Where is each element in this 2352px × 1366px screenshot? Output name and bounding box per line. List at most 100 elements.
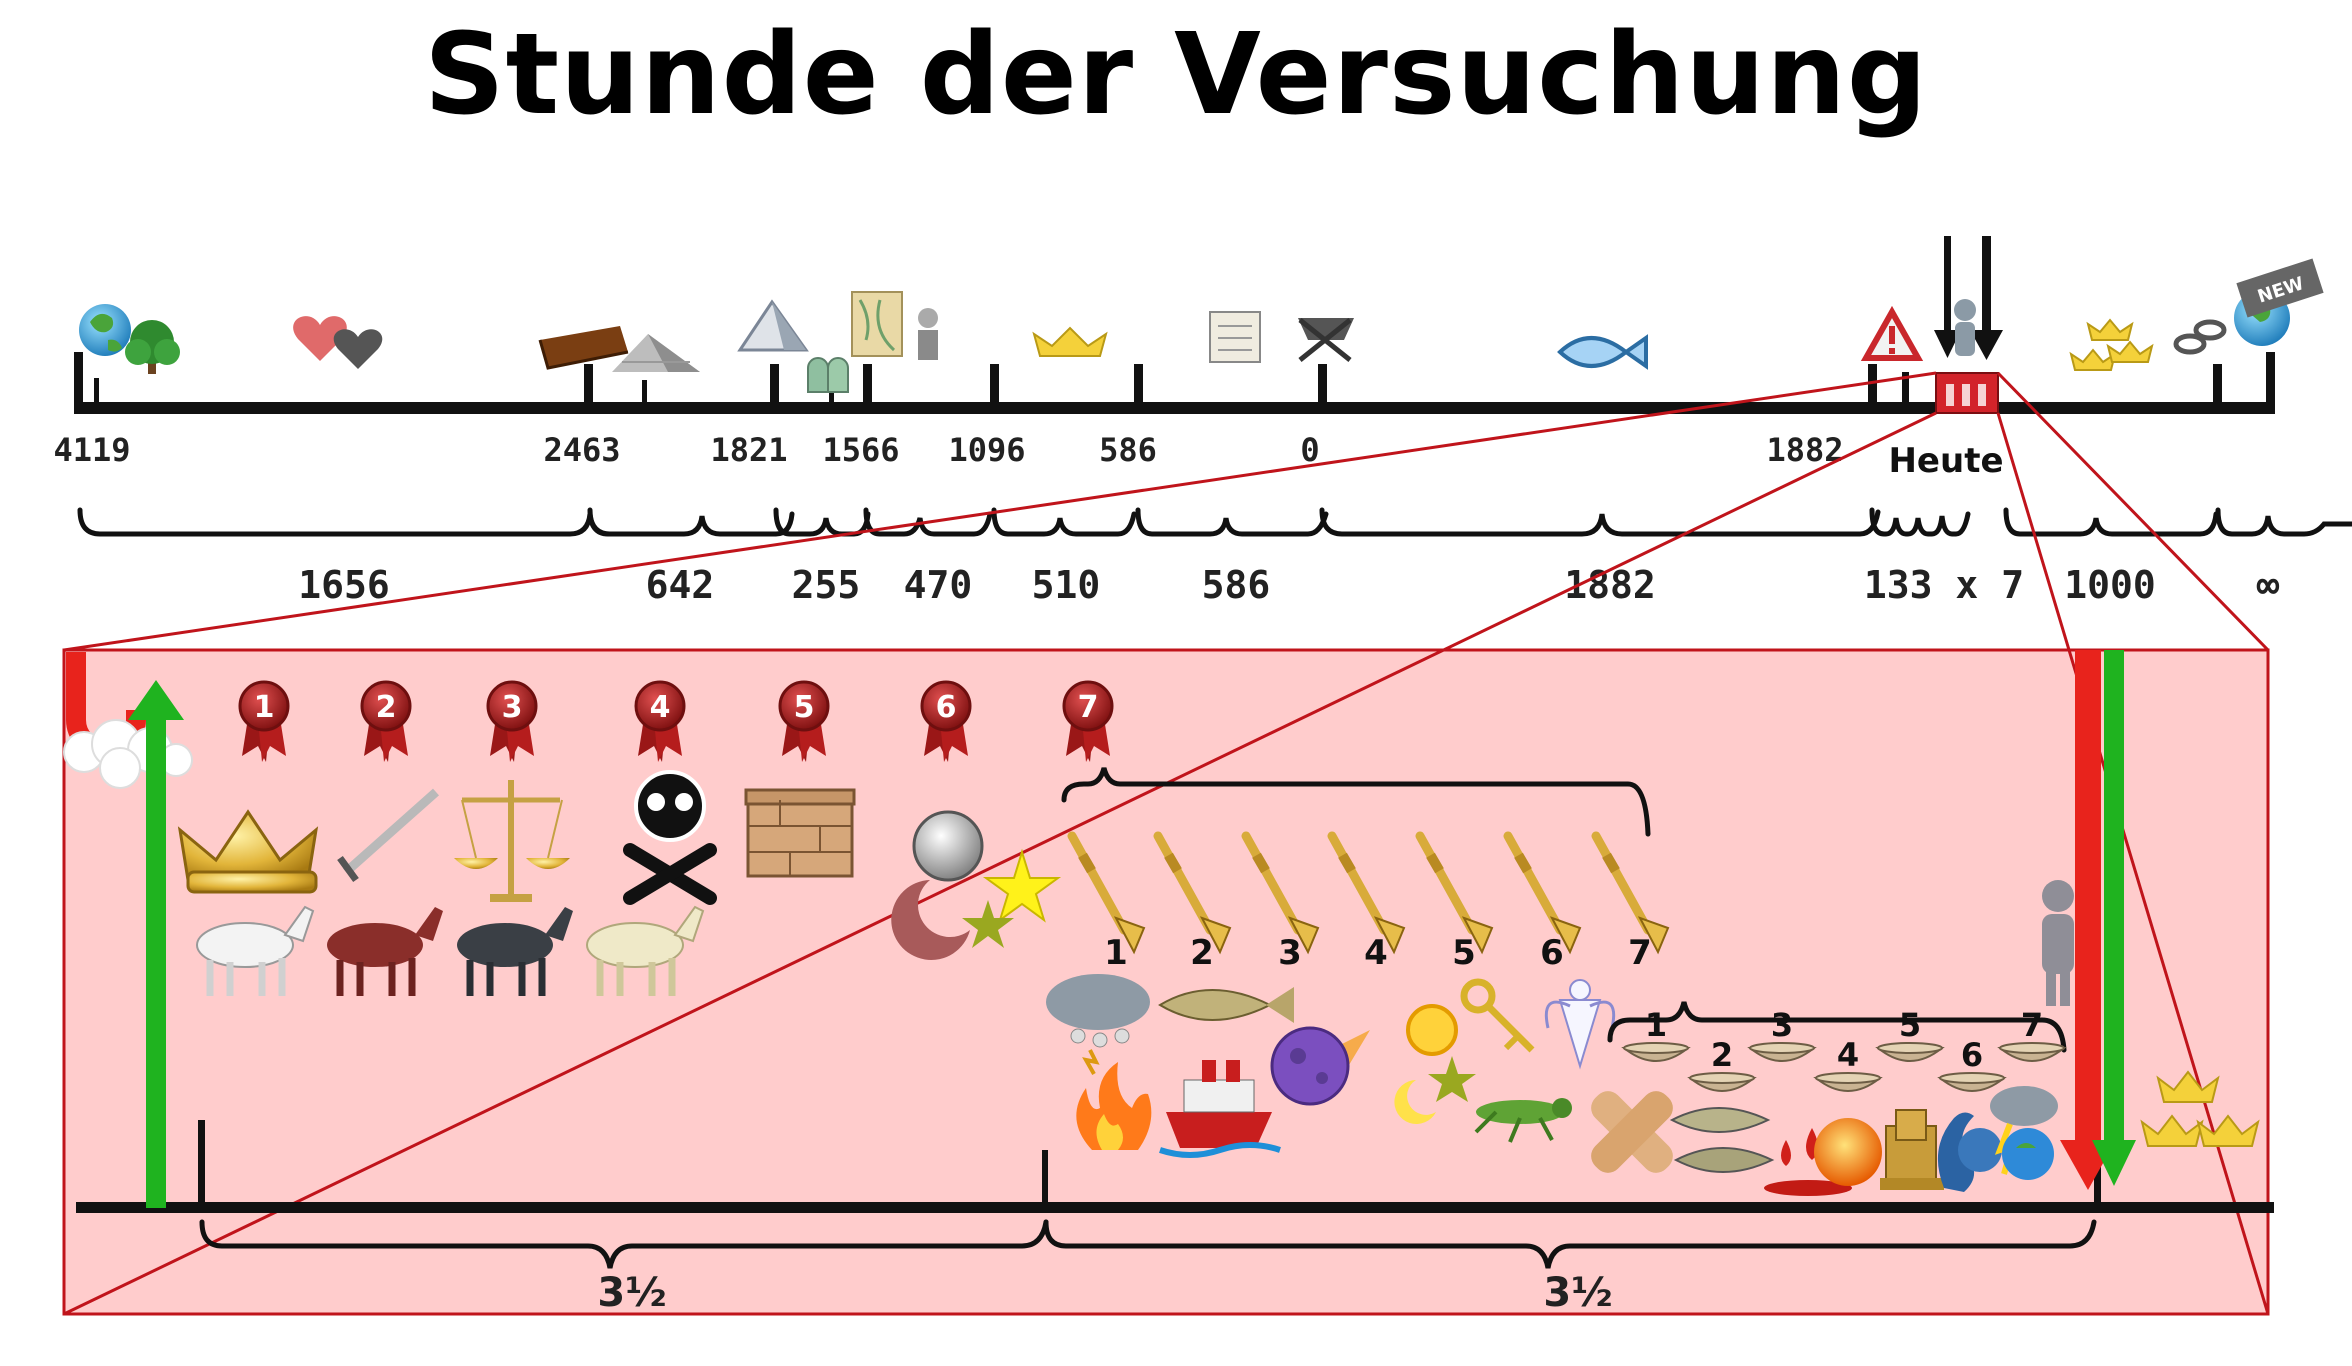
seal-number: 6 [936, 690, 957, 725]
crown-icon [177, 809, 319, 894]
sun-moon-stars-icon [891, 810, 1062, 960]
bowl-icon-2: 2 [1687, 1036, 1757, 1092]
year-label-4119: 4119 [53, 431, 130, 469]
seal-badge-6: 6 [920, 680, 972, 762]
storm-icon [1990, 1086, 2058, 1180]
bowl-number: 7 [2021, 1006, 2043, 1044]
today-label: Heute [1888, 441, 2003, 481]
seal-badge-3: 3 [486, 680, 538, 762]
pale-horse-icon [586, 905, 705, 996]
fish-icon [1158, 987, 1294, 1023]
bowl-judgments [1591, 1086, 2058, 1196]
black-horse-icon [457, 907, 573, 996]
trumpet-number: 5 [1452, 933, 1476, 973]
key-icon [1460, 978, 1535, 1053]
bowl-icon-3: 3 [1747, 1006, 1817, 1062]
bowl-icon-6: 6 [1937, 1036, 2007, 1092]
trumpet-icon-3: 3 [1241, 831, 1320, 973]
seal-number: 4 [650, 690, 671, 725]
bowl-number: 5 [1899, 1006, 1921, 1044]
hearts-icon [293, 316, 383, 369]
half-period-braces [199, 1219, 2097, 1269]
ship-icon [1159, 1060, 1281, 1158]
trumpet-judgments [1046, 974, 1616, 1158]
trumpet-icon-7: 7 [1591, 831, 1670, 973]
globe-icon [79, 304, 131, 356]
year-label-1821: 1821 [710, 431, 787, 469]
scales-icon [454, 780, 570, 902]
bowls-brace [1607, 1001, 2067, 1053]
pyramid-icon [737, 299, 809, 352]
half-period-label: 3½ [1543, 1270, 1612, 1316]
pyramid-icon [612, 334, 700, 372]
trumpet-icon-1: 1 [1067, 831, 1146, 973]
crowns-icon [2140, 1070, 2260, 1147]
span-braces [77, 507, 2352, 537]
seal-badge-2: 2 [360, 680, 412, 762]
seal-number: 3 [502, 690, 523, 725]
seal-number: 5 [794, 690, 815, 725]
year-label-0: 0 [1300, 431, 1319, 469]
span-label-1656: 1656 [298, 563, 390, 607]
trumpet-number: 2 [1190, 933, 1214, 973]
span-label-586: 586 [1202, 563, 1271, 607]
red-horse-icon [327, 907, 443, 996]
map-icon [851, 291, 903, 357]
page-title: Stunde der Versuchung [423, 10, 1929, 140]
seal-number: 1 [254, 690, 275, 725]
trumpet-icon-6: 6 [1503, 831, 1582, 973]
horse-icons [196, 905, 705, 996]
bowl-icon-4: 4 [1813, 1036, 1883, 1092]
crown-icon [1032, 326, 1108, 357]
span-label-642: 642 [646, 563, 715, 607]
sun-moon-star-icon [1394, 1004, 1476, 1124]
span-label-infinity: ∞ [2257, 563, 2280, 607]
warning-icon [1860, 305, 1924, 361]
year-label-2463: 2463 [543, 431, 620, 469]
year-label-586: 586 [1099, 431, 1157, 469]
trumpet-icon-4: 4 [1327, 831, 1406, 973]
locust-icon [1474, 1098, 1572, 1143]
top-timeline: 4119 2463 1821 1566 1096 586 0 1882 Heut… [53, 236, 2352, 607]
seals-row: 1 2 3 4 5 6 7 [238, 680, 1114, 762]
zoom-lines [63, 371, 2270, 1316]
seal-badge-4: 4 [634, 680, 686, 762]
euphrates-dragon-icon [1937, 1112, 2002, 1192]
seal-badge-1: 1 [238, 680, 290, 762]
trumpets-brace [1061, 767, 1651, 837]
throne-icon [1880, 1109, 1944, 1190]
detail-axis [76, 1202, 2274, 1213]
dead-fish-icon [1669, 1107, 1775, 1173]
hail-cloud-icon [1046, 974, 1150, 1075]
sun-icon [1814, 1118, 1882, 1186]
trumpet-number: 6 [1540, 933, 1564, 973]
person-icon [2042, 880, 2074, 1006]
seal-badge-5: 5 [778, 680, 830, 762]
crown-icon [918, 308, 938, 360]
span-label-510: 510 [1032, 563, 1101, 607]
crowns-icon [2069, 318, 2154, 371]
span-label-1000: 1000 [2064, 563, 2156, 607]
trumpet-number: 4 [1364, 933, 1388, 973]
bowl-number: 3 [1771, 1006, 1793, 1044]
chain-icon [2173, 319, 2227, 355]
meteor-icon [1270, 1026, 1370, 1106]
cloud-icon [63, 719, 193, 789]
sword-icon [337, 788, 439, 883]
span-label-255: 255 [792, 563, 861, 607]
tree-icon [125, 320, 180, 374]
seal-badge-7: 7 [1062, 680, 1114, 762]
bowl-number: 4 [1837, 1036, 1859, 1074]
bandage-icon [1591, 1091, 1673, 1173]
manger-icon [1298, 318, 1354, 362]
trumpet-number: 1 [1104, 933, 1128, 973]
skull-crossbones-icon [623, 770, 717, 905]
person-icon [1954, 299, 1976, 356]
year-label-1096: 1096 [948, 431, 1025, 469]
bowl-icon-7: 7 [1997, 1006, 2067, 1062]
rapture-up-arrow [63, 652, 193, 1208]
half-period-label: 3½ [597, 1270, 666, 1316]
bowl-number: 2 [1711, 1036, 1733, 1074]
